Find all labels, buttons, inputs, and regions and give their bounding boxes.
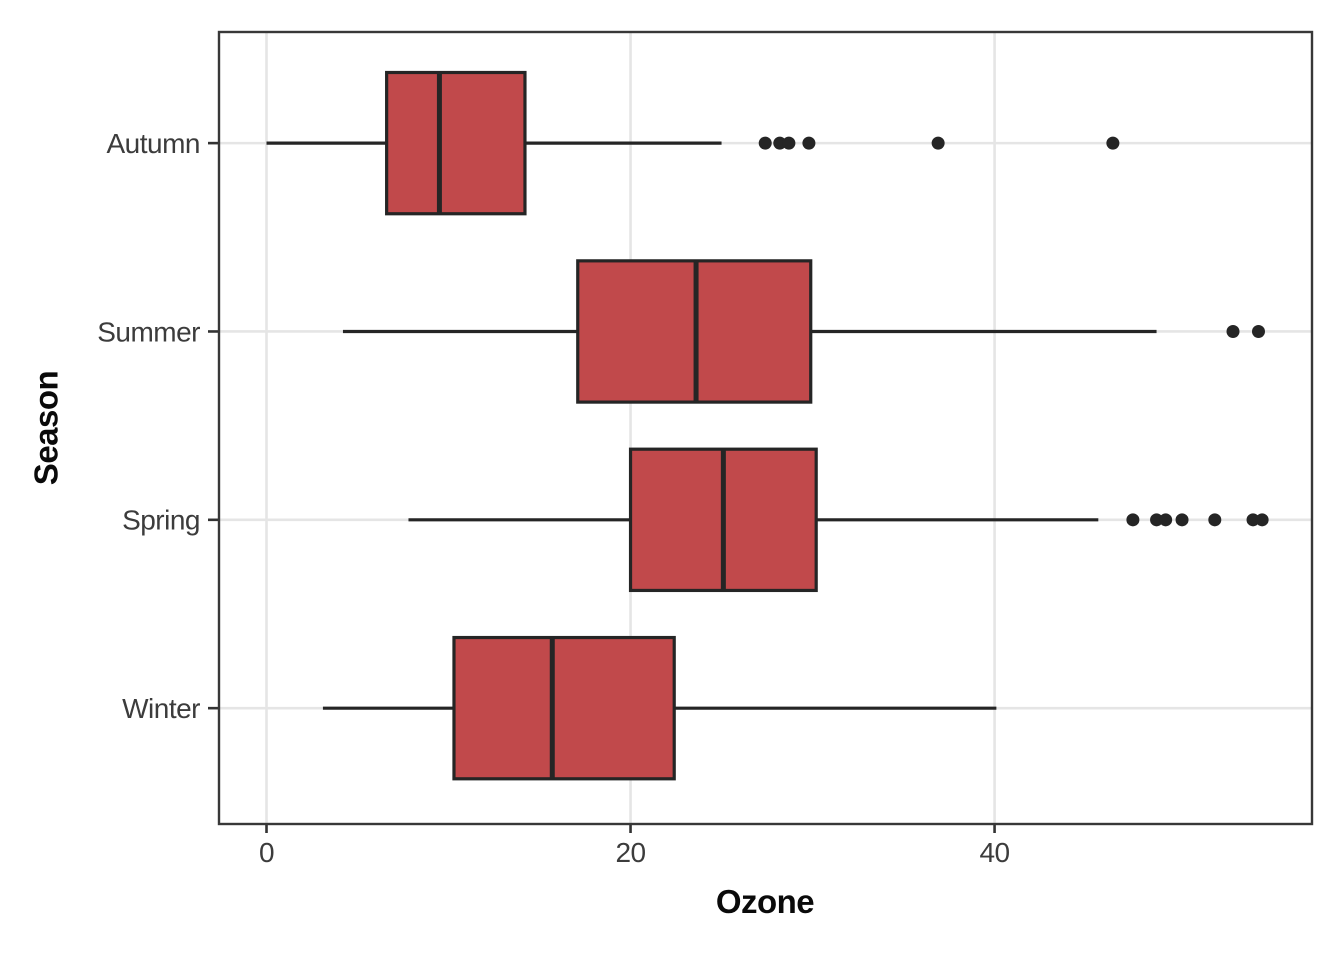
x-axis-title: Ozone — [716, 883, 814, 920]
panel-background — [219, 32, 1312, 824]
outlier-spring-4 — [1208, 513, 1222, 527]
outlier-autumn-0 — [758, 136, 772, 150]
box-winter — [452, 635, 676, 781]
y-axis-title: Season — [28, 371, 65, 485]
category-label-spring: Spring — [122, 505, 200, 536]
outlier-spring-3 — [1175, 513, 1189, 527]
outlier-autumn-5 — [1106, 136, 1120, 150]
outlier-summer-1 — [1251, 324, 1265, 338]
outlier-spring-5 — [1246, 513, 1260, 527]
panel-border — [217, 30, 1314, 826]
outlier-autumn-3 — [802, 136, 816, 150]
outlier-autumn-4 — [931, 136, 945, 150]
x-tick-label-40: 40 — [979, 837, 1009, 868]
category-label-autumn: Autumn — [107, 128, 201, 159]
box-autumn — [385, 70, 527, 216]
category-label-winter: Winter — [122, 693, 200, 724]
outlier-spring-6 — [1255, 513, 1269, 527]
outlier-spring-2 — [1159, 513, 1173, 527]
outlier-autumn-2 — [782, 136, 796, 150]
outlier-spring-0 — [1126, 513, 1140, 527]
outlier-summer-0 — [1226, 324, 1240, 338]
outlier-autumn-1 — [773, 136, 787, 150]
x-tick-label-0: 0 — [259, 837, 274, 868]
outlier-spring-1 — [1150, 513, 1164, 527]
x-tick-label-20: 20 — [615, 837, 645, 868]
category-label-summer: Summer — [97, 316, 200, 347]
